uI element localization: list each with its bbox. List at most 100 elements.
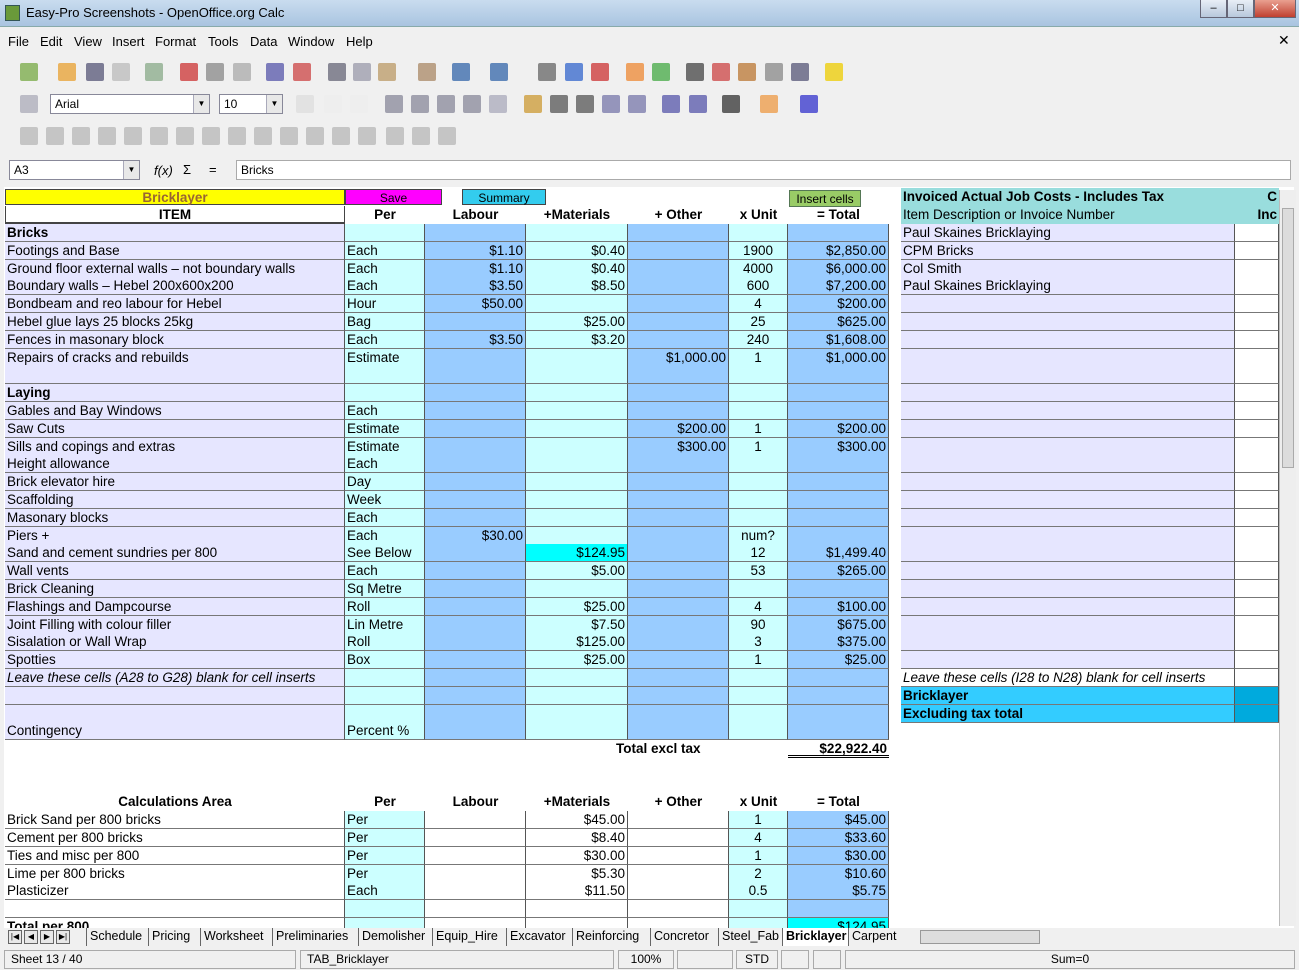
cell[interactable]: $1,000.00 — [628, 348, 729, 367]
function-wizard-icon[interactable]: f(x) — [154, 163, 173, 178]
cell[interactable]: 4000 — [729, 259, 788, 278]
cell[interactable]: 0.5 — [729, 882, 788, 901]
cell[interactable] — [425, 704, 526, 723]
cell[interactable] — [526, 348, 628, 367]
invoice-amount[interactable] — [1235, 455, 1279, 474]
cell[interactable]: $3.50 — [425, 330, 526, 349]
invoice-amount[interactable] — [1235, 277, 1279, 296]
maximize-button[interactable]: □ — [1227, 0, 1254, 18]
form-control-3-icon[interactable] — [98, 127, 116, 145]
summary-button[interactable]: Summary — [462, 189, 546, 205]
cell[interactable] — [425, 437, 526, 456]
tab-carpent[interactable]: Carpent — [848, 928, 899, 946]
currency-icon[interactable] — [524, 95, 542, 113]
cell[interactable] — [788, 686, 889, 705]
cell[interactable]: $25.00 — [526, 651, 628, 670]
print-icon[interactable] — [206, 63, 224, 81]
cell[interactable] — [788, 900, 889, 919]
redo-icon[interactable] — [490, 63, 508, 81]
cell[interactable]: Repairs of cracks and rebuilds — [5, 348, 345, 367]
tab-nav-first-icon[interactable]: |◀ — [8, 930, 22, 944]
cell[interactable]: Joint Filling with colour filler — [5, 615, 345, 634]
cell[interactable] — [425, 633, 526, 652]
cell[interactable] — [628, 562, 729, 581]
table-icon[interactable] — [765, 63, 783, 81]
cell[interactable] — [425, 348, 526, 367]
cell[interactable] — [526, 224, 628, 242]
cell[interactable] — [425, 669, 526, 687]
cell[interactable]: $1.10 — [425, 259, 526, 278]
cell[interactable]: $30.00 — [425, 526, 526, 545]
cell[interactable] — [425, 615, 526, 634]
cell[interactable] — [425, 313, 526, 331]
form-control-10-icon[interactable] — [280, 127, 298, 145]
cell[interactable]: $0.40 — [526, 241, 628, 260]
cell[interactable] — [526, 491, 628, 509]
cell[interactable]: $675.00 — [788, 615, 889, 634]
cell[interactable]: num? — [729, 526, 788, 545]
cell[interactable]: Estimate — [345, 437, 425, 456]
cell[interactable] — [628, 900, 729, 919]
form-control-13-icon[interactable] — [358, 127, 376, 145]
bricklayer-button[interactable]: Bricklayer — [5, 189, 345, 205]
cell[interactable] — [628, 651, 729, 670]
cell[interactable]: Brick elevator hire — [5, 473, 345, 492]
export-pdf-icon[interactable] — [180, 63, 198, 81]
cell[interactable] — [628, 846, 729, 865]
percent-icon[interactable] — [550, 95, 568, 113]
invoice-amount[interactable] — [1235, 224, 1279, 242]
invoice-item[interactable] — [901, 633, 1235, 652]
cell[interactable] — [425, 580, 526, 598]
cell[interactable] — [526, 722, 628, 741]
cell[interactable] — [628, 544, 729, 563]
cell[interactable] — [425, 900, 526, 919]
tab-worksheet[interactable]: Worksheet — [200, 928, 267, 946]
invoice-item[interactable] — [901, 384, 1235, 403]
gallery-icon[interactable] — [712, 63, 730, 81]
cell[interactable]: 4 — [729, 597, 788, 616]
cell[interactable] — [526, 508, 628, 527]
increase-indent-icon[interactable] — [689, 95, 707, 113]
form-control-14-icon[interactable] — [386, 127, 404, 145]
cell[interactable] — [425, 651, 526, 670]
cell[interactable]: Saw Cuts — [5, 419, 345, 438]
form-control-0-icon[interactable] — [20, 127, 38, 145]
invoice-item[interactable] — [901, 526, 1235, 545]
cell[interactable] — [628, 597, 729, 616]
cell[interactable]: $200.00 — [788, 295, 889, 314]
font-size-select[interactable]: 10 ▼ — [219, 94, 283, 114]
invoice-amount[interactable] — [1235, 651, 1279, 670]
cut-icon[interactable] — [328, 63, 346, 81]
cell[interactable] — [788, 473, 889, 492]
borders-icon[interactable] — [722, 95, 740, 113]
cell[interactable]: Lime per 800 bricks — [5, 864, 345, 883]
cell[interactable]: $6,000.00 — [788, 259, 889, 278]
insert-cells-button[interactable]: Insert cells — [789, 190, 861, 207]
cell[interactable]: Footings and Base — [5, 241, 345, 260]
cell[interactable]: Each — [345, 526, 425, 545]
cell[interactable]: Each — [345, 882, 425, 901]
cell[interactable]: $1,000.00 — [788, 348, 889, 367]
cell[interactable] — [628, 455, 729, 474]
cell[interactable]: $5.00 — [526, 562, 628, 581]
minimize-button[interactable]: – — [1200, 0, 1227, 18]
cell[interactable]: 1 — [729, 846, 788, 865]
navigator-icon[interactable] — [538, 63, 556, 81]
cell[interactable] — [729, 704, 788, 723]
cell[interactable] — [628, 330, 729, 349]
cell[interactable] — [628, 366, 729, 385]
cell[interactable]: Estimate — [345, 348, 425, 367]
cell[interactable]: Masonary blocks — [5, 508, 345, 527]
cell[interactable]: Per — [345, 846, 425, 865]
cell[interactable] — [526, 526, 628, 545]
invoice-item[interactable] — [901, 437, 1235, 456]
invoice-amount[interactable] — [1235, 615, 1279, 634]
cell[interactable]: $30.00 — [526, 846, 628, 865]
cell[interactable] — [5, 366, 345, 385]
cell[interactable] — [425, 491, 526, 509]
open-icon[interactable] — [58, 63, 76, 81]
cell[interactable] — [788, 722, 889, 741]
cell[interactable]: Roll — [345, 597, 425, 616]
cell[interactable]: Sq Metre — [345, 580, 425, 598]
invoice-amount[interactable] — [1235, 526, 1279, 545]
